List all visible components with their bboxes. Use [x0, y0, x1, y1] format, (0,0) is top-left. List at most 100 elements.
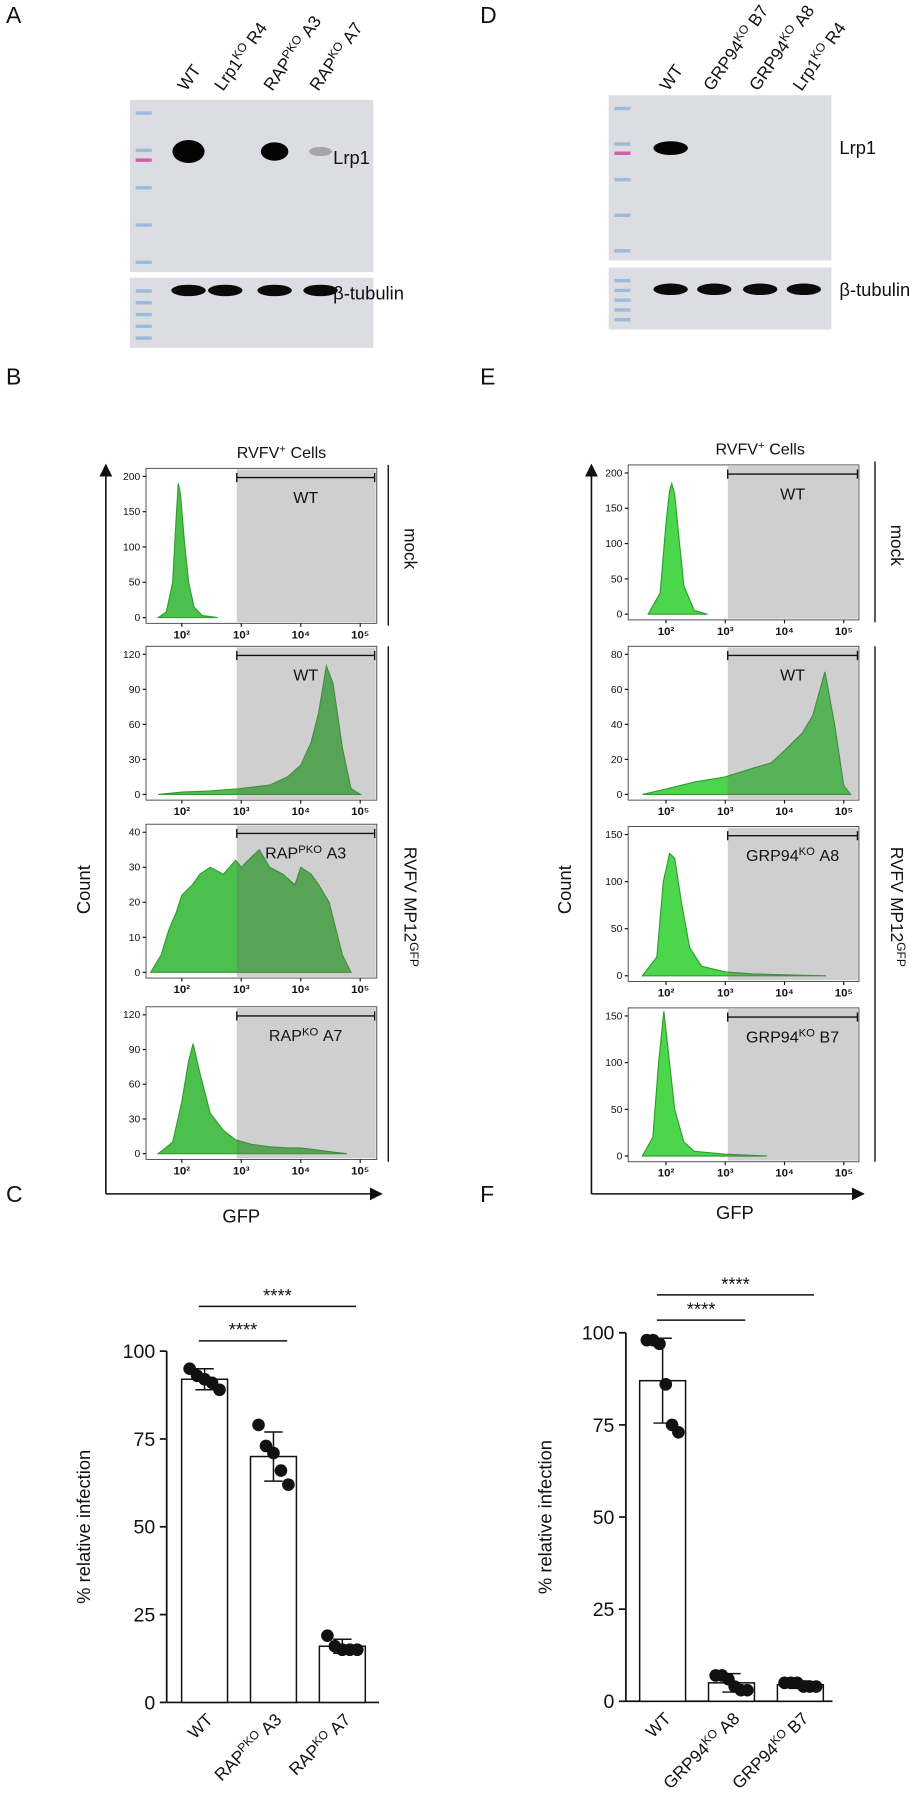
lane-label-rest: R4: [821, 18, 850, 48]
x-tick-label: WT: [184, 1709, 217, 1742]
x-tick-label: 10⁵: [835, 1168, 853, 1180]
row-label-base: RVFV MP12: [887, 847, 907, 942]
tubulin-band: [257, 284, 292, 297]
x-tick-label: 10³: [233, 806, 250, 818]
y-tick-label: 90: [129, 1045, 141, 1056]
data-point: [672, 1425, 685, 1439]
y-tick-label: 0: [604, 1691, 615, 1713]
x-tick-label: 10³: [717, 806, 734, 818]
data-point: [252, 1418, 265, 1432]
sample-label: WT: [293, 667, 318, 685]
lane-label: WT: [173, 60, 205, 94]
gate-title-base: RVFV: [237, 444, 280, 462]
gate-region: [236, 825, 376, 977]
y-tick-label: 20: [611, 755, 623, 766]
histogram-area: [158, 663, 363, 795]
x-tick-label: RAPKOA7: [284, 1709, 354, 1779]
y-tick-label: 40: [611, 720, 623, 731]
significance-label: ****: [721, 1273, 750, 1294]
x-tick-label: 10³: [717, 987, 734, 999]
sample-label-rest: B7: [820, 1028, 840, 1046]
y-tick-label: 0: [135, 613, 141, 624]
x-tick-label: 10²: [658, 1168, 675, 1180]
x-tick-label: 10²: [658, 626, 675, 638]
gate-region: [236, 1007, 376, 1159]
sample-label-base: GRP94: [746, 847, 799, 865]
panel-label: B: [6, 364, 21, 390]
y-tick-label: 40: [129, 828, 141, 839]
x-tick-label-rest: B7: [783, 1708, 812, 1737]
y-tick-label: 150: [605, 1011, 622, 1022]
x-tick-label: 10²: [174, 629, 191, 641]
blot-membrane: [608, 95, 832, 261]
x-tick-label: 10⁴: [292, 629, 311, 641]
x-tick-label: 10²: [658, 806, 675, 818]
ladder-mark: [135, 312, 152, 317]
lane-label: WT: [655, 60, 687, 94]
row-label: mock: [400, 528, 420, 569]
sample-label-rest: A8: [820, 847, 840, 865]
panel-label: C: [6, 1181, 23, 1207]
tubulin-band: [171, 284, 206, 297]
y-tick-label: 150: [123, 507, 140, 518]
tubulin-band: [697, 283, 732, 296]
gate-title-sup: +: [758, 440, 765, 452]
y-tick-label: 150: [605, 504, 622, 515]
row-label-sup: GFP: [894, 942, 908, 967]
ladder-mark: [614, 142, 631, 146]
data-point: [809, 1680, 823, 1693]
y-tick-label: 50: [593, 1507, 615, 1529]
gate-region: [236, 647, 376, 799]
x-tick-label: 10⁴: [292, 984, 311, 996]
y-tick-label: 150: [605, 830, 622, 841]
y-tick-label: 0: [135, 968, 141, 979]
significance-label: ****: [687, 1299, 716, 1320]
sample-label-rest: A3: [327, 845, 347, 863]
ladder-mark: [614, 298, 631, 302]
histogram-area: [641, 852, 826, 977]
gate-bracket: [727, 650, 859, 661]
y-tick-label: 50: [129, 578, 141, 589]
tubulin-band: [653, 283, 688, 296]
sample-label: GRP94KO B7: [746, 1028, 839, 1047]
ladder-mark: [614, 151, 631, 155]
data-point: [740, 1683, 754, 1697]
x-tick-label: 10⁵: [351, 806, 369, 818]
ladder-mark: [614, 249, 631, 253]
x-tick-label: 10⁴: [292, 806, 311, 818]
lane-label-rest: A8: [790, 1, 818, 30]
sample-label: RAPKO A7: [269, 1026, 343, 1045]
x-tick-label: 10³: [233, 984, 250, 996]
panel-label: F: [480, 1181, 494, 1207]
y-tick-label: 0: [135, 1149, 141, 1160]
row-label: mock: [887, 525, 907, 566]
y-tick-label: 200: [123, 472, 140, 483]
x-tick-label: 10⁴: [292, 1165, 311, 1177]
tubulin-band: [303, 284, 338, 297]
gate-title-rest: Cells: [291, 444, 327, 462]
histogram-area: [647, 481, 708, 615]
y-tick-label: 75: [134, 1429, 156, 1451]
y-tick-label: 100: [605, 539, 622, 550]
sample-label: WT: [780, 667, 805, 685]
y-tick-label: 50: [134, 1517, 156, 1539]
histogram-area: [156, 1043, 348, 1155]
y-tick-label: 50: [611, 574, 623, 585]
band-label: β-tubulin: [333, 283, 404, 304]
gate-bracket: [727, 831, 859, 841]
histogram-area: [642, 671, 852, 795]
gate-title-base: RVFV: [715, 441, 758, 459]
lrp1-band: [172, 140, 205, 164]
y-tick-label: 120: [123, 650, 140, 661]
gate-region: [727, 827, 858, 981]
lrp1-band: [653, 141, 688, 155]
x-tick-label: 10⁵: [351, 984, 369, 996]
ladder-mark: [614, 308, 631, 312]
x-tick-label: 10²: [658, 987, 675, 999]
band-label: Lrp1: [333, 147, 370, 168]
sample-label: GRP94KO A8: [746, 846, 839, 865]
x-tick-label: WT: [642, 1708, 675, 1741]
data-point: [321, 1629, 334, 1642]
gate-title-rest: Cells: [769, 441, 805, 459]
